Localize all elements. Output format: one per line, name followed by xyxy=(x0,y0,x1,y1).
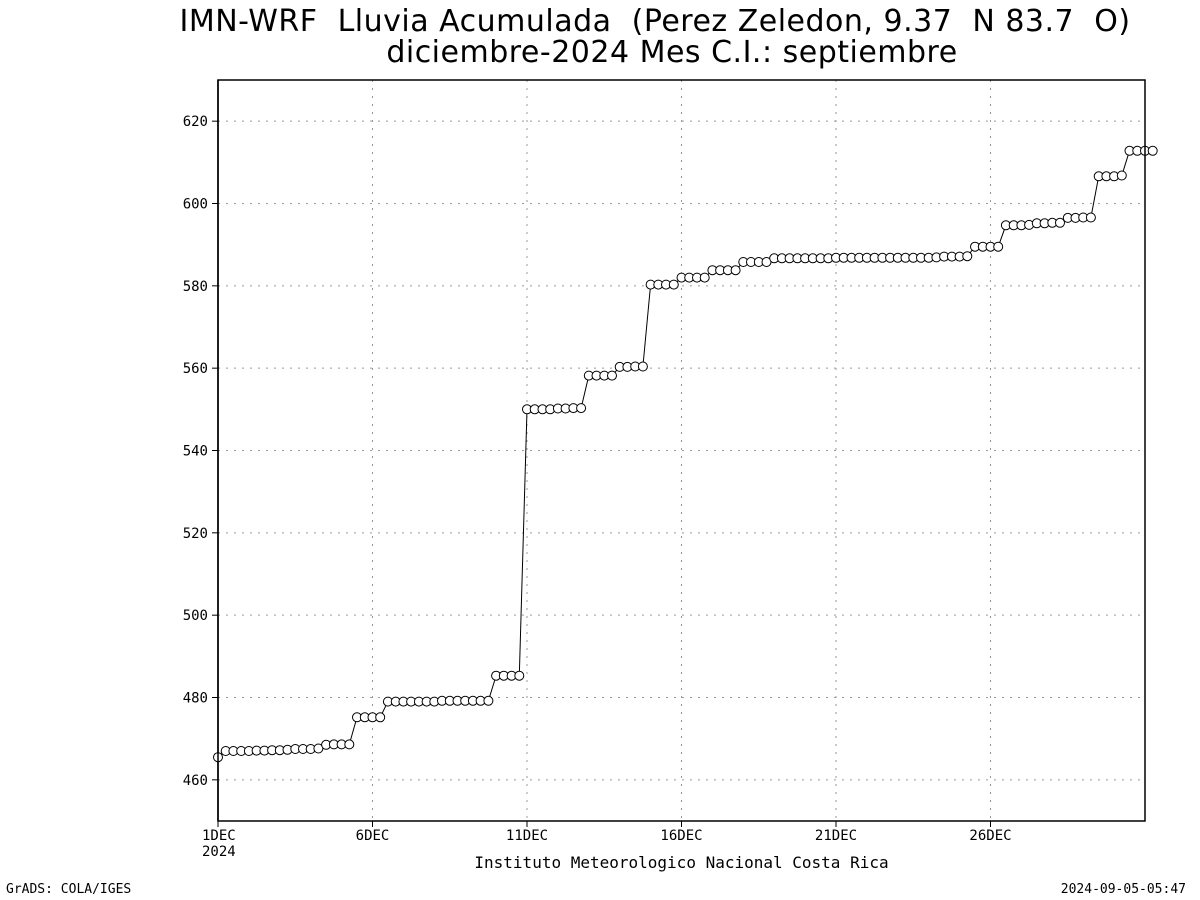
y-tick-label: 460 xyxy=(183,773,208,789)
series-line xyxy=(217,150,1153,758)
data-point xyxy=(993,241,1004,252)
data-point xyxy=(483,695,494,706)
data-point xyxy=(699,272,710,283)
data-point xyxy=(962,251,973,262)
x-tick-label: 26DEC xyxy=(969,828,1011,844)
data-point xyxy=(514,670,525,681)
data-point xyxy=(1055,217,1065,228)
series-group xyxy=(213,145,1158,763)
y-tick-label: 540 xyxy=(183,444,208,460)
x-tick-label: 1DEC xyxy=(202,828,236,844)
data-point xyxy=(1116,170,1127,181)
data-point xyxy=(576,403,587,414)
credit-right: 2024-09-05-05:47 xyxy=(1060,882,1186,897)
grid-lines xyxy=(218,80,1145,821)
data-point xyxy=(668,279,679,290)
data-point xyxy=(375,712,386,723)
y-tick-label: 480 xyxy=(183,691,208,707)
chart-title: IMN-WRF Lluvia Acumulada (Perez Zeledon,… xyxy=(179,4,1131,39)
y-tick-label: 620 xyxy=(183,114,208,130)
data-point xyxy=(607,370,617,381)
x-tick-label: 21DEC xyxy=(815,828,857,844)
x-tick-label: 6DEC xyxy=(356,828,390,844)
x-axis-label: Instituto Meteorologico Nacional Costa R… xyxy=(474,853,889,872)
credit-left: GrADS: COLA/IGES xyxy=(6,882,132,897)
data-point xyxy=(730,265,741,276)
y-tick-label: 500 xyxy=(183,608,208,624)
chart-subtitle: diciembre-2024 Mes C.I.: septiembre xyxy=(386,35,958,70)
y-tick-label: 520 xyxy=(183,526,208,542)
plot-frame xyxy=(217,79,1146,822)
x-tick-label: 16DEC xyxy=(660,828,702,844)
data-point xyxy=(637,361,648,372)
y-tick-label: 560 xyxy=(183,361,208,377)
data-point xyxy=(1147,145,1158,156)
y-tick-label: 580 xyxy=(183,279,208,295)
data-point xyxy=(1085,212,1096,223)
data-point xyxy=(344,739,355,750)
x-tick-sublabel: 2024 xyxy=(202,844,236,860)
x-tick-label: 11DEC xyxy=(506,828,548,844)
y-tick-label: 600 xyxy=(183,197,208,213)
